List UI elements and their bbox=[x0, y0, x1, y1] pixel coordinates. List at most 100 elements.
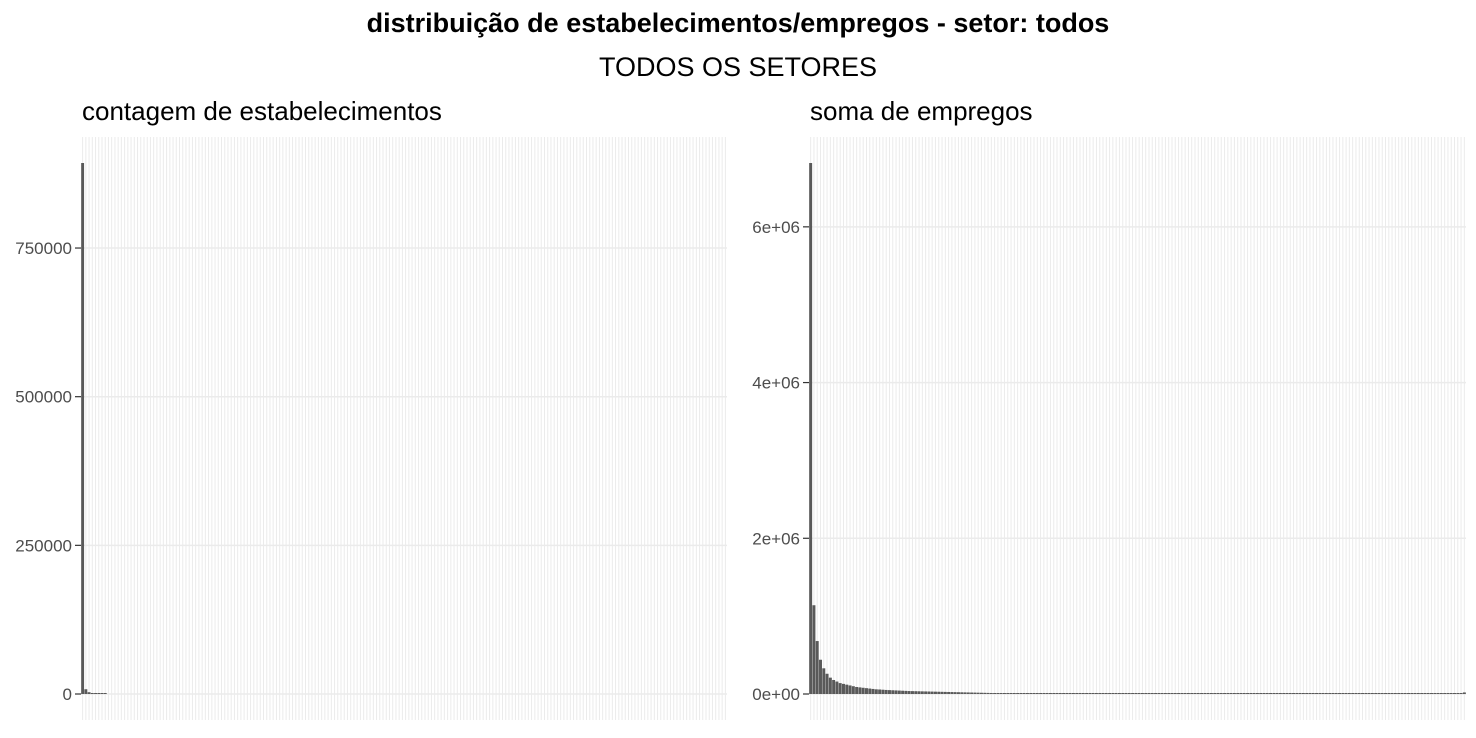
bar bbox=[874, 689, 878, 694]
bar bbox=[1390, 693, 1394, 694]
bar bbox=[87, 692, 91, 694]
bar bbox=[1439, 693, 1443, 694]
bar bbox=[1121, 693, 1125, 694]
bar bbox=[979, 692, 983, 694]
bar bbox=[1186, 693, 1190, 694]
bar bbox=[1321, 693, 1325, 694]
bar bbox=[815, 641, 819, 694]
bar bbox=[1403, 693, 1407, 694]
bar bbox=[1127, 693, 1131, 694]
bar bbox=[1456, 693, 1460, 694]
bar bbox=[1048, 693, 1052, 694]
bar bbox=[1094, 693, 1098, 694]
bar bbox=[1252, 693, 1256, 694]
bar bbox=[1380, 693, 1384, 694]
bar bbox=[1045, 693, 1049, 694]
y-tick-label: 0 bbox=[63, 685, 72, 704]
bar bbox=[1032, 693, 1036, 694]
bar bbox=[950, 692, 954, 694]
bar bbox=[1150, 693, 1154, 694]
bar bbox=[1298, 693, 1302, 694]
bar bbox=[1177, 693, 1181, 694]
bar bbox=[1071, 693, 1075, 694]
bar bbox=[858, 687, 862, 694]
bar bbox=[1459, 693, 1463, 694]
bar bbox=[937, 691, 941, 694]
bar bbox=[1262, 693, 1266, 694]
bar bbox=[920, 691, 924, 694]
bar bbox=[1062, 693, 1066, 694]
bar bbox=[966, 692, 970, 694]
bar bbox=[1246, 693, 1250, 694]
bar bbox=[1282, 693, 1286, 694]
bar bbox=[1117, 693, 1121, 694]
bar bbox=[855, 686, 859, 694]
bar bbox=[819, 659, 822, 694]
bar bbox=[1347, 693, 1351, 694]
y-tick-label: 2e+06 bbox=[752, 529, 800, 548]
bar bbox=[1131, 693, 1135, 694]
bar bbox=[1144, 693, 1148, 694]
bar bbox=[1367, 693, 1371, 694]
bar bbox=[1173, 693, 1177, 694]
bar bbox=[1229, 693, 1233, 694]
bar bbox=[1091, 693, 1095, 694]
bar bbox=[1039, 693, 1043, 694]
bar bbox=[914, 691, 918, 694]
bar bbox=[917, 691, 921, 694]
y-tick-label: 6e+06 bbox=[752, 218, 800, 237]
bar bbox=[953, 692, 957, 694]
bar bbox=[999, 693, 1003, 694]
bar bbox=[1292, 693, 1296, 694]
y-tick-label: 0e+00 bbox=[752, 685, 800, 704]
bar bbox=[976, 692, 980, 694]
bar bbox=[1410, 693, 1414, 694]
bar bbox=[868, 688, 872, 694]
bar bbox=[1025, 693, 1029, 694]
bar bbox=[1364, 693, 1368, 694]
bar bbox=[947, 691, 951, 694]
bar bbox=[1006, 693, 1010, 694]
bar bbox=[989, 692, 993, 694]
bar bbox=[1154, 693, 1158, 694]
left-panel-plot: 0 250000 500000 750000 bbox=[15, 137, 727, 720]
bar bbox=[825, 673, 829, 694]
bar bbox=[1012, 693, 1016, 694]
bar bbox=[1203, 693, 1207, 694]
bar bbox=[1331, 693, 1335, 694]
bar bbox=[888, 690, 891, 694]
bar bbox=[1426, 693, 1430, 694]
bar bbox=[1216, 693, 1220, 694]
bar bbox=[1078, 693, 1082, 694]
bar bbox=[973, 692, 977, 694]
bar bbox=[1324, 693, 1328, 694]
bar bbox=[1226, 693, 1230, 694]
bar bbox=[1278, 693, 1282, 694]
bar bbox=[1315, 693, 1319, 694]
bar bbox=[1140, 693, 1144, 694]
bar bbox=[835, 681, 839, 694]
bar bbox=[927, 691, 931, 694]
bar bbox=[1111, 693, 1115, 694]
bar bbox=[1259, 693, 1263, 694]
bar bbox=[1022, 693, 1026, 694]
bar bbox=[1035, 693, 1039, 694]
bar bbox=[1341, 693, 1345, 694]
bar bbox=[891, 690, 895, 694]
bar bbox=[930, 691, 934, 694]
bar bbox=[1344, 693, 1348, 694]
bar bbox=[838, 683, 842, 694]
bar bbox=[1242, 693, 1246, 694]
bar bbox=[933, 691, 937, 694]
bar bbox=[1423, 693, 1427, 694]
bar bbox=[1068, 693, 1072, 694]
bar bbox=[1354, 693, 1358, 694]
bar bbox=[1265, 693, 1269, 694]
bar bbox=[1170, 693, 1174, 694]
plot-background bbox=[809, 137, 1466, 720]
bar bbox=[1206, 693, 1210, 694]
bar bbox=[1443, 693, 1447, 694]
bar bbox=[1416, 693, 1420, 694]
bar bbox=[1308, 693, 1312, 694]
bar bbox=[894, 690, 898, 694]
